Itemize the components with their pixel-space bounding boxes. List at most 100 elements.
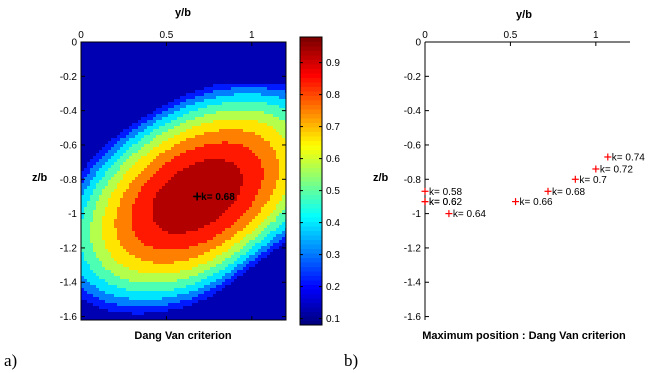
heat-cell (135, 165, 139, 169)
heat-cell (183, 168, 187, 172)
heat-cell (165, 219, 169, 223)
heat-cell (162, 204, 166, 208)
heat-cell (87, 57, 91, 61)
heat-cell (153, 234, 157, 238)
heat-cell (252, 108, 256, 112)
heat-cell (204, 252, 208, 256)
heat-cell (261, 213, 265, 217)
heat-cell (243, 108, 247, 112)
heat-cell (222, 228, 226, 232)
heat-cell (183, 132, 187, 136)
heat-cell (171, 87, 175, 91)
heat-cell (216, 252, 220, 256)
heat-cell (144, 252, 148, 256)
heat-cell (102, 78, 106, 82)
heat-cell (267, 177, 271, 181)
heat-cell (204, 180, 208, 184)
heat-cell (114, 237, 118, 241)
heat-cell (192, 216, 196, 220)
heat-cell (234, 102, 238, 106)
heat-cell (249, 108, 253, 112)
heat-cell (279, 210, 283, 214)
heat-cell (276, 177, 280, 181)
heat-cell (111, 105, 115, 109)
heat-cell (102, 252, 106, 256)
heat-cell (252, 141, 256, 145)
heat-cell (234, 225, 238, 229)
heat-cell (120, 90, 124, 94)
heat-cell (105, 198, 109, 202)
heat-cell (180, 198, 184, 202)
heat-cell (138, 189, 142, 193)
heat-cell (264, 237, 268, 241)
heat-cell (159, 156, 163, 160)
heat-cell (279, 45, 283, 49)
heat-cell (141, 81, 145, 85)
heat-cell (174, 162, 178, 166)
heat-cell (120, 231, 124, 235)
heat-cell (159, 102, 163, 106)
heat-cell (114, 156, 118, 160)
heat-cell (93, 234, 97, 238)
heat-cell (174, 63, 178, 67)
heat-cell (99, 186, 103, 190)
heat-cell (246, 63, 250, 67)
heat-cell (117, 87, 121, 91)
heat-cell (225, 168, 229, 172)
heat-cell (228, 198, 232, 202)
heat-cell (132, 78, 136, 82)
heat-cell (222, 213, 226, 217)
heat-cell (207, 207, 211, 211)
heat-cell (144, 231, 148, 235)
heat-cell (234, 129, 238, 133)
heat-cell (114, 81, 118, 85)
heat-cell (234, 138, 238, 142)
heat-cell (180, 246, 184, 250)
heat-cell (258, 81, 262, 85)
heat-cell (174, 126, 178, 130)
heat-cell (81, 81, 85, 85)
heat-cell (261, 84, 265, 88)
heat-cell (162, 195, 166, 199)
heat-cell (246, 237, 250, 241)
heat-cell (141, 132, 145, 136)
heat-cell (255, 192, 259, 196)
heat-cell (273, 117, 277, 121)
heat-cell (117, 219, 121, 223)
heat-cell (198, 225, 202, 229)
heat-cell (186, 234, 190, 238)
heat-cell (222, 75, 226, 79)
heat-cell (117, 147, 121, 151)
heat-cell (246, 168, 250, 172)
heat-cell (102, 237, 106, 241)
heat-cell (177, 117, 181, 121)
heat-cell (228, 138, 232, 142)
heat-cell (180, 120, 184, 124)
heat-cell (90, 147, 94, 151)
heat-cell (240, 114, 244, 118)
heat-cell (237, 225, 241, 229)
heat-cell (126, 198, 130, 202)
heat-cell (87, 141, 91, 145)
heat-cell (240, 147, 244, 151)
heat-cell (249, 99, 253, 103)
heat-cell (216, 90, 220, 94)
heat-cell (219, 144, 223, 148)
heat-cell (186, 96, 190, 100)
heat-cell (87, 69, 91, 73)
heat-cell (123, 255, 127, 259)
heat-cell (159, 93, 163, 97)
heat-cell (174, 84, 178, 88)
heat-cell (138, 72, 142, 76)
heat-cell (159, 168, 163, 172)
heat-cell (222, 48, 226, 52)
heat-cell (162, 252, 166, 256)
heat-cell (96, 243, 100, 247)
heat-cell (249, 84, 253, 88)
heat-cell (132, 231, 136, 235)
heat-cell (84, 126, 88, 130)
heat-cell (276, 150, 280, 154)
heat-cell (96, 66, 100, 70)
heat-cell (282, 210, 286, 214)
heat-cell (258, 117, 262, 121)
